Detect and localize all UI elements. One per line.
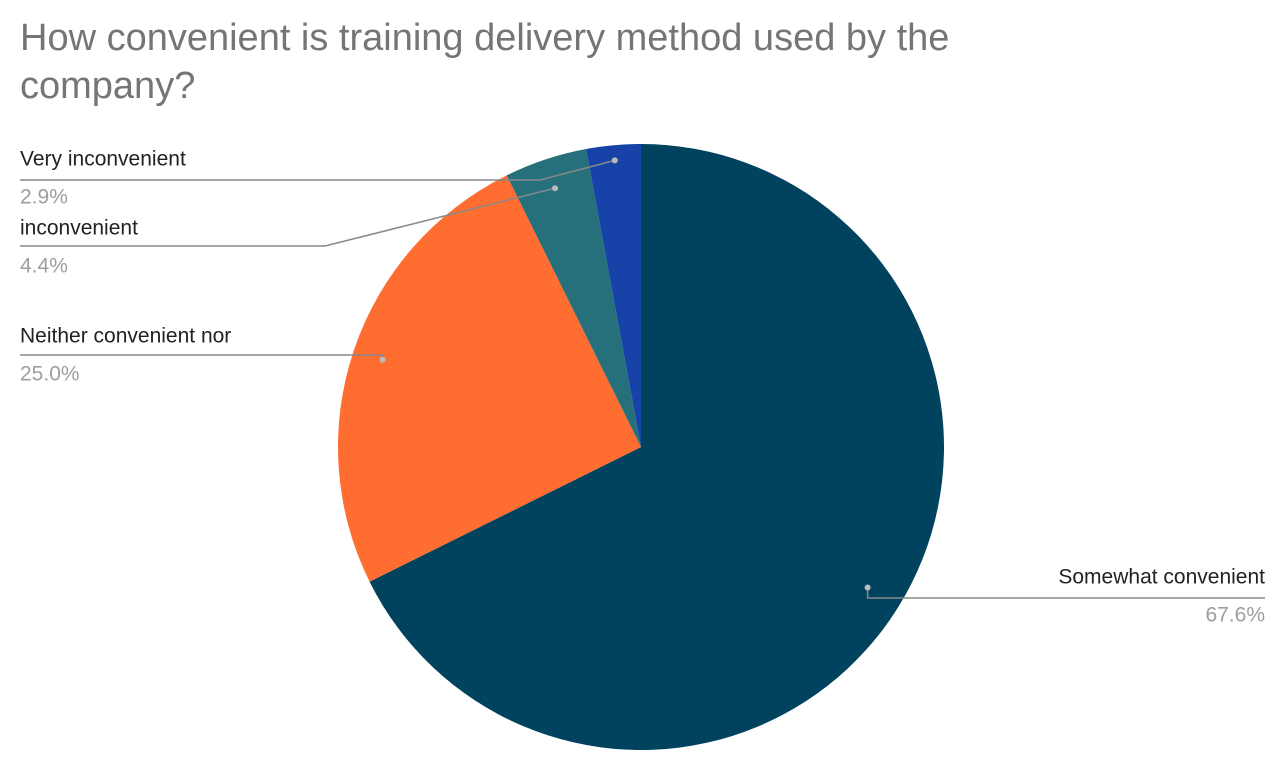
chart-title: How convenient is training delivery meth… <box>20 17 950 107</box>
leader-dot <box>552 185 559 192</box>
slice-label: Very inconvenient <box>20 148 186 171</box>
leader-dot <box>379 356 386 363</box>
slice-label: inconvenient <box>20 217 138 240</box>
slice-value-label: 67.6% <box>1205 604 1265 627</box>
pie-slice <box>337 175 641 582</box>
leader-line <box>20 159 615 181</box>
slice-label: Neither convenient nor <box>20 325 231 348</box>
leader-line <box>20 354 384 360</box>
pie-slice <box>586 144 641 447</box>
leader-dot <box>864 584 871 591</box>
slice-value-label: 25.0% <box>20 363 80 386</box>
pie-slice <box>369 144 945 751</box>
slice-value-label: 2.9% <box>20 186 68 209</box>
pie-slice <box>506 149 641 447</box>
leader-line <box>20 187 556 247</box>
leader-dot <box>611 157 618 164</box>
slice-value-label: 4.4% <box>20 255 68 278</box>
leader-line <box>866 587 1265 599</box>
slice-label: Somewhat convenient <box>1058 566 1265 589</box>
